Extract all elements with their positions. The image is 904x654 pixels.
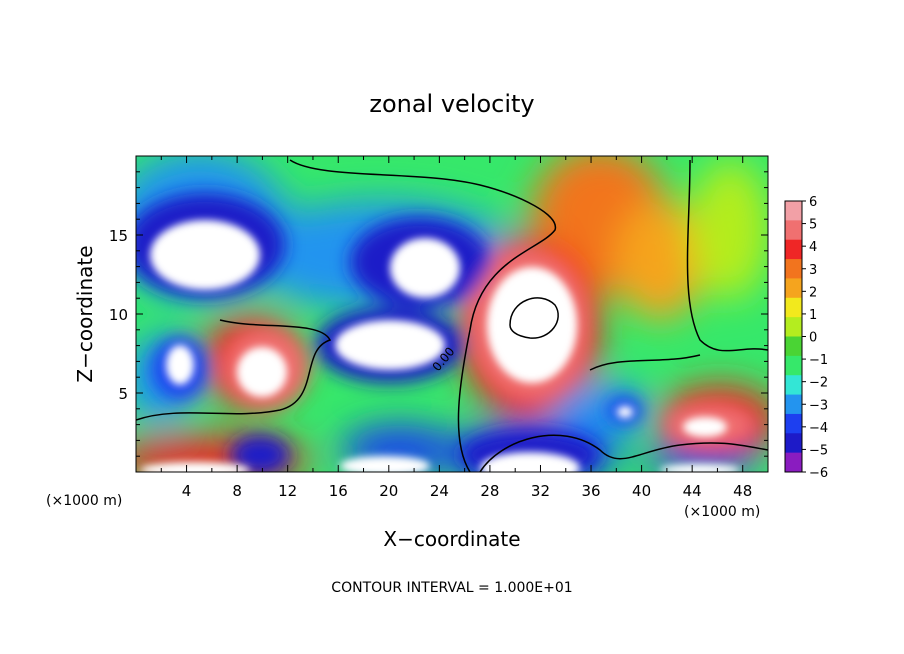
x-tick-label: 44 (683, 482, 702, 500)
x-axis-label: X−coordinate (383, 527, 520, 551)
colorbar-swatch (785, 259, 802, 279)
x-tick-label: 16 (329, 482, 348, 500)
colorbar-swatch (785, 239, 802, 260)
colorbar-level-label: −5 (809, 443, 828, 458)
colorbar-level-label: 6 (809, 195, 817, 210)
colorbar-level-label: 3 (809, 263, 817, 278)
chart-title: zonal velocity (369, 90, 534, 118)
colorbar-swatch (785, 317, 802, 337)
colorbar-level-label: 4 (809, 240, 817, 255)
colorbar-swatch (785, 278, 802, 299)
y-axis-label: Z−coordinate (73, 245, 97, 382)
colorbar-swatch (785, 355, 802, 376)
colorbar-swatch (785, 394, 802, 415)
colorbar-swatch (785, 336, 802, 357)
colorbar-level-label: −4 (809, 421, 828, 436)
x-tick-label: 48 (733, 482, 752, 500)
x-tick-label: 28 (480, 482, 499, 500)
x-tick-label: 4 (182, 482, 192, 500)
colorbar-swatch (785, 413, 802, 434)
colorbar-level-label: −1 (809, 353, 828, 368)
colorbar-swatch (785, 201, 802, 221)
x-tick-label: 24 (430, 482, 449, 500)
colorbar-level-label: 5 (809, 218, 817, 233)
colorbar-swatch (785, 375, 802, 396)
colorbar-swatch (785, 297, 802, 318)
colorbar-level-label: 0 (809, 331, 817, 346)
x-unit-label: (×1000 m) (46, 493, 122, 509)
x-tick-label: 32 (531, 482, 550, 500)
x-tick-label: 40 (632, 482, 651, 500)
y-unit-label: (×1000 m) (684, 504, 760, 520)
colorbar-level-label: −3 (809, 398, 828, 413)
y-tick-label: 10 (109, 306, 128, 324)
y-tick-label: 5 (118, 385, 128, 403)
x-tick-label: 12 (278, 482, 297, 500)
x-tick-label: 36 (581, 482, 600, 500)
colorbar-swatch (785, 452, 802, 473)
colorbar-level-label: −6 (809, 466, 828, 481)
y-tick-label: 15 (109, 227, 128, 245)
x-tick-label: 8 (232, 482, 242, 500)
colorbar-level-label: 2 (809, 285, 817, 300)
colorbar: 6 5 4 3 2 1 0 −1 −2 −3 −4 −5 −6 (784, 195, 828, 481)
plot-area: 0.00 (136, 156, 768, 472)
colorbar-swatch (785, 433, 802, 454)
x-tick-label: 20 (379, 482, 398, 500)
colorbar-level-label: −2 (809, 376, 828, 391)
colorbar-level-label: 1 (809, 308, 817, 323)
contour-interval-note: CONTOUR INTERVAL = 1.000E+01 (331, 580, 572, 596)
colorbar-swatch (785, 220, 802, 241)
